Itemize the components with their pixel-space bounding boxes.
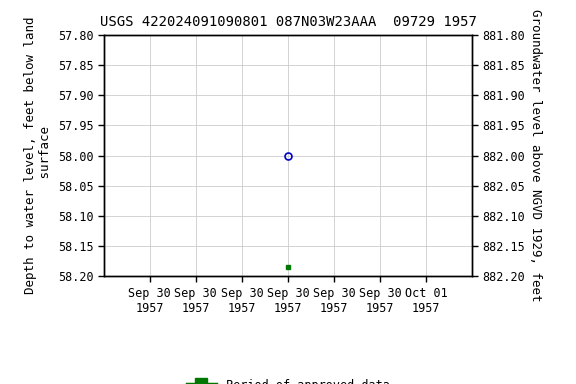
Legend: Period of approved data: Period of approved data xyxy=(182,374,394,384)
Title: USGS 422024091090801 087N03W23AAA  09729 1957: USGS 422024091090801 087N03W23AAA 09729 … xyxy=(100,15,476,29)
Y-axis label: Groundwater level above NGVD 1929, feet: Groundwater level above NGVD 1929, feet xyxy=(529,9,542,302)
Y-axis label: Depth to water level, feet below land
 surface: Depth to water level, feet below land su… xyxy=(24,17,52,294)
